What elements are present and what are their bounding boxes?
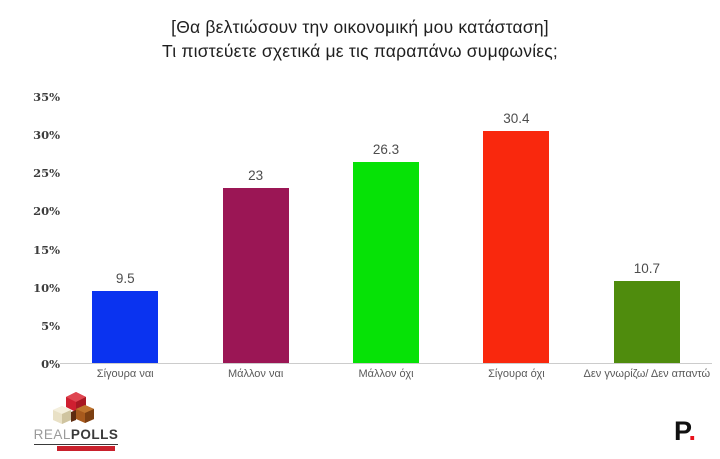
y-tick-35: 35%: [33, 90, 60, 104]
x-label-mallon-ochi: Μάλλον όχι: [358, 368, 414, 380]
chart-title: [Θα βελτιώσουν την οικονομική μου κατάστ…: [0, 15, 720, 63]
bar-den-gnorizo: [613, 281, 680, 363]
realpolls-wordmark: REALPOLLS: [33, 427, 119, 445]
bar-value-label: 9.5: [115, 270, 135, 286]
y-tick-0: 0%: [41, 356, 60, 371]
y-tick-10: 10%: [33, 280, 60, 295]
brand-p-dot: .: [688, 416, 696, 446]
y-tick-20: 20%: [33, 204, 60, 219]
bar-group-den-gnorizo: 10.7: [582, 97, 712, 363]
bar-mallon-ochi: [353, 162, 420, 363]
realpolls-cubes-icon: [53, 392, 94, 424]
bar-group-mallon-nai: 23: [190, 97, 320, 363]
bar-value-label: 30.4: [503, 111, 530, 127]
realpolls-word-real: REAL: [33, 427, 71, 442]
x-label-den-gnorizo: Δεν γνωρίζω/ Δεν απαντώ: [583, 368, 711, 380]
bar-mallon-nai: [222, 187, 289, 363]
bar-sigoura-ochi: [483, 131, 550, 363]
plot-area: 9.5 23 26.3 30.4 10.7: [60, 97, 712, 364]
brand-p-letter: P: [673, 416, 689, 446]
y-axis: 35% 30% 25% 20% 15% 10% 5% 0%: [18, 90, 60, 371]
brand-p-logo: P.: [674, 418, 696, 445]
chart-title-line1: [Θα βελτιώσουν την οικονομική μου κατάστ…: [171, 17, 549, 37]
bar-value-label: 23: [248, 167, 264, 183]
y-tick-30: 30%: [33, 128, 60, 143]
bar-group-sigoura-ochi: 30.4: [451, 97, 581, 363]
bar-sigoura-nai: [92, 290, 159, 363]
realpolls-tagline-ribbon: [57, 445, 115, 451]
y-tick-5: 5%: [41, 318, 60, 333]
x-label-sigoura-ochi: Σίγουρα όχι: [488, 368, 545, 380]
realpolls-word-polls: POLLS: [70, 427, 119, 442]
chart-title-line2: Τι πιστεύετε σχετικά με τις παραπάνω συμ…: [162, 41, 558, 62]
x-label-sigoura-nai: Σίγουρα ναι: [96, 368, 154, 380]
bar-group-sigoura-nai: 9.5: [60, 97, 190, 363]
bar-value-label: 26.3: [372, 142, 400, 158]
x-axis: Σίγουρα ναι Μάλλον ναι Μάλλον όχι Σίγουρ…: [60, 368, 712, 380]
x-label-mallon-nai: Μάλλον ναι: [227, 368, 284, 380]
bar-group-mallon-ochi: 26.3: [321, 97, 451, 363]
y-tick-25: 25%: [33, 166, 60, 181]
realpolls-logo: REALPOLLS: [33, 392, 119, 451]
bar-value-label: 10.7: [633, 261, 660, 277]
y-tick-15: 15%: [33, 242, 60, 257]
